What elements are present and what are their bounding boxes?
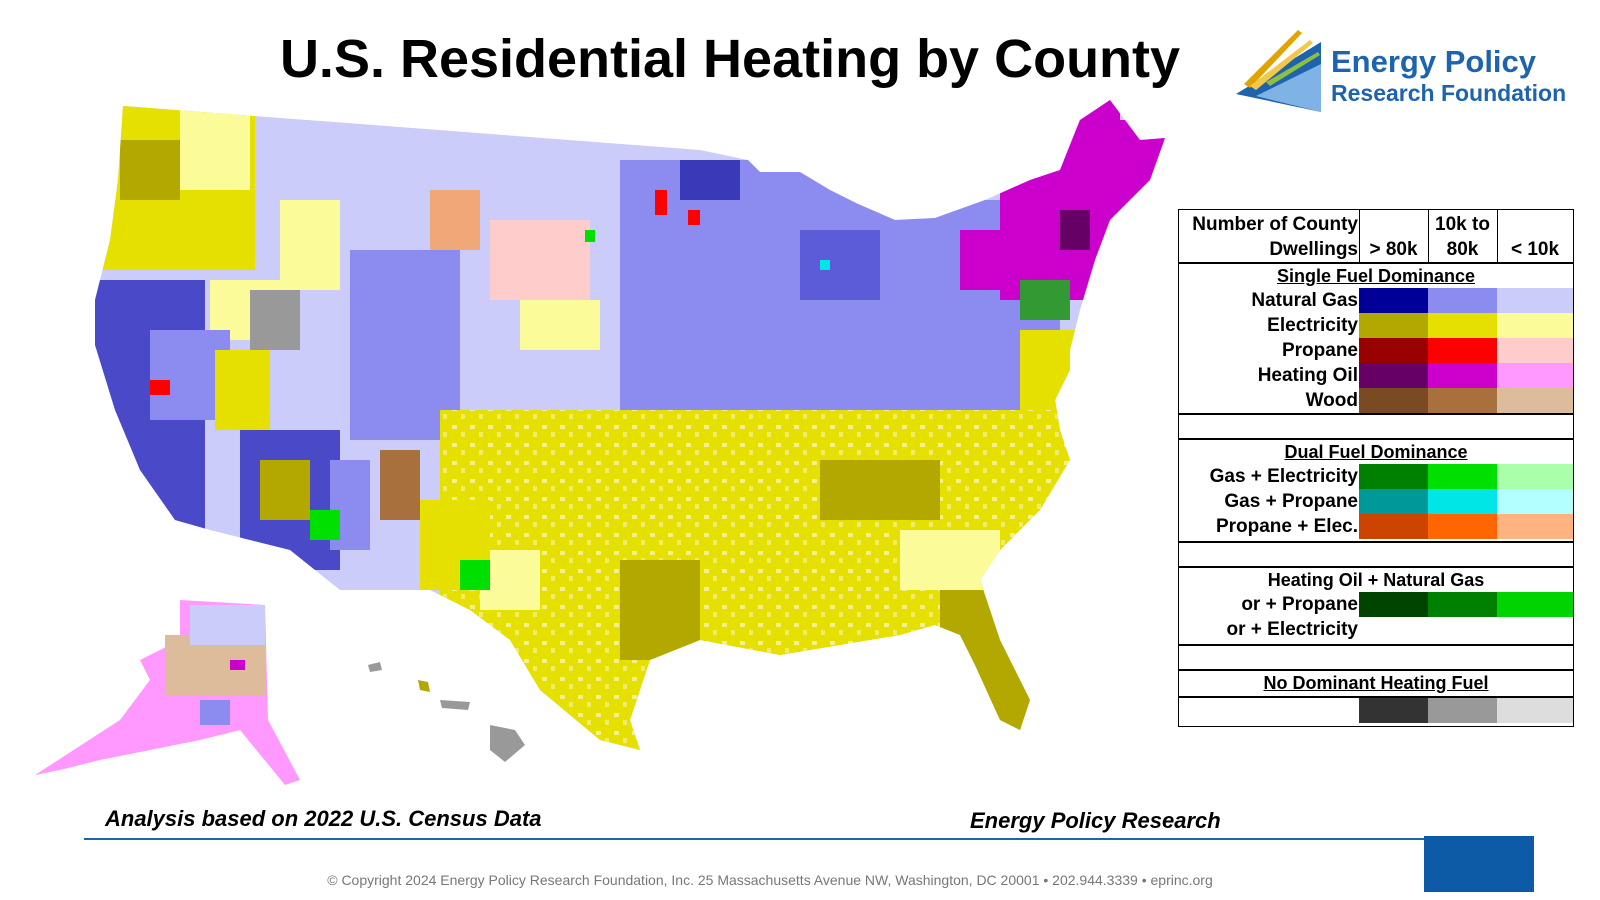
legend-swatch	[1428, 592, 1497, 617]
propane-county-marker	[655, 190, 667, 215]
footer-source-note: Analysis based on 2022 U.S. Census Data	[105, 806, 542, 831]
legend-col1-line2: > 80k	[1369, 239, 1418, 260]
legend-swatch	[1359, 363, 1428, 388]
logo-line1: Energy Policy	[1331, 44, 1537, 79]
legend-swatch	[1359, 338, 1428, 363]
propane-county-marker	[150, 380, 170, 395]
legend-dual-title: Dual Fuel Dominance	[1284, 442, 1468, 462]
legend-swatch	[1359, 464, 1428, 489]
legend-col2-line1: 10k to	[1435, 214, 1490, 235]
legend-swatch	[1428, 698, 1497, 723]
legend-row-label: Gas + Propane	[1224, 491, 1358, 512]
page-title: U.S. Residential Heating by County	[279, 29, 1181, 89]
legend-swatch	[1428, 464, 1497, 489]
legend-swatch	[1497, 698, 1573, 723]
footer-rule	[84, 838, 1534, 840]
logo-mark-icon	[1236, 30, 1321, 112]
footer-brand-block	[1424, 836, 1534, 892]
hawaii-island	[418, 680, 430, 692]
legend-single-title: Single Fuel Dominance	[1276, 266, 1476, 286]
legend-swatch	[1497, 464, 1573, 489]
hawaii-island	[490, 725, 525, 762]
legend-swatch	[1359, 698, 1428, 723]
legend-swatch	[1359, 514, 1428, 539]
legend-oil-title: Heating Oil + Natural Gas	[1267, 570, 1485, 590]
legend-swatch	[1428, 363, 1497, 388]
logo-line2: Research Foundation	[1331, 80, 1567, 106]
legend-header-line1: Number of County	[1192, 214, 1358, 235]
legend-swatch	[1359, 288, 1428, 313]
legend-col2-line2: 80k	[1446, 239, 1479, 260]
legend-table: Number of County Dwellings > 80k 10k to …	[1178, 209, 1574, 727]
legend-swatch	[1359, 388, 1428, 413]
legend-swatch	[1497, 363, 1573, 388]
legend-none-title: No Dominant Heating Fuel	[1263, 673, 1489, 693]
gas-elec-county-marker	[585, 230, 595, 242]
epr-logo: Energy Policy Research Foundation	[1236, 24, 1596, 116]
legend-swatch	[1428, 489, 1497, 514]
legend-swatch	[1428, 313, 1497, 338]
copyright-text: © Copyright 2024 Energy Policy Research …	[327, 872, 1213, 888]
legend-row-label: Propane	[1281, 340, 1358, 361]
legend-swatch	[1359, 489, 1428, 514]
legend-swatch	[1497, 514, 1573, 539]
legend-swatch	[1428, 288, 1497, 313]
legend-row-label: or + Electricity	[1226, 619, 1358, 640]
legend-swatch	[1359, 592, 1428, 617]
legend-header: Number of County Dwellings > 80k 10k to …	[1179, 210, 1573, 264]
legend-swatch	[1497, 338, 1573, 363]
gas-propane-county-marker	[820, 260, 830, 270]
legend-swatch	[1428, 338, 1497, 363]
legend-row-label: Natural Gas	[1251, 290, 1358, 311]
legend-row-label: Propane + Elec.	[1215, 516, 1358, 537]
us-county-heating-map	[35, 100, 1165, 785]
legend-row-label: Electricity	[1267, 315, 1358, 336]
legend-swatch	[1428, 514, 1497, 539]
legend-row-label: Wood	[1305, 390, 1358, 411]
legend-row-label: or + Propane	[1241, 594, 1358, 615]
legend-swatch	[1497, 388, 1573, 413]
legend-col3-line2: < 10k	[1510, 239, 1560, 260]
legend-header-line2: Dwellings	[1269, 239, 1358, 260]
legend-swatch	[1497, 313, 1573, 338]
legend-swatch	[1497, 288, 1573, 313]
legend-swatch	[1428, 388, 1497, 413]
legend-row-label: Heating Oil	[1257, 365, 1358, 386]
legend-swatch	[1359, 313, 1428, 338]
propane-county-marker	[688, 210, 700, 225]
hawaii-island	[440, 700, 470, 710]
hawaii-island	[368, 662, 382, 672]
legend-swatch	[1497, 592, 1573, 617]
legend-row-label: Gas + Electricity	[1209, 466, 1358, 487]
legend-swatch	[1497, 489, 1573, 514]
footer-org-name: Energy Policy Research	[970, 808, 1221, 833]
